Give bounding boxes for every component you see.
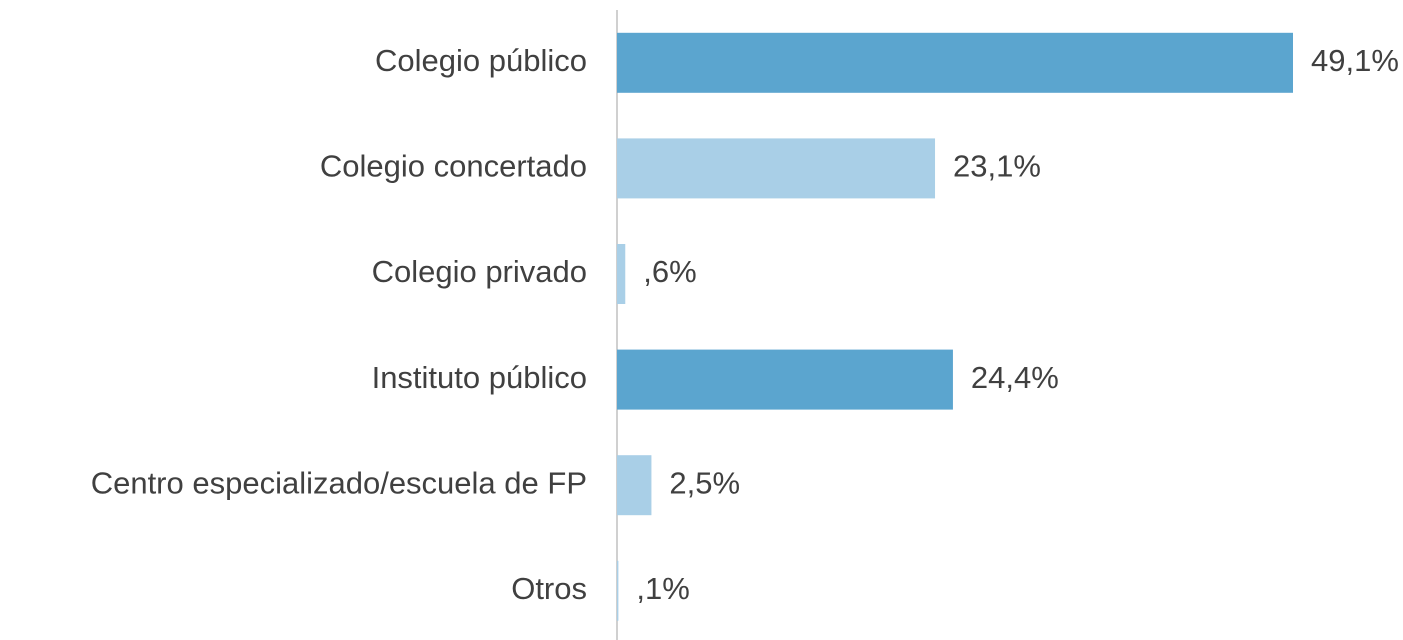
category-label: Colegio privado [372,254,587,289]
bar [617,138,936,199]
bar [617,455,652,516]
value-label: ,6% [643,254,696,289]
value-label: 23,1% [953,149,1041,184]
bar [617,32,1293,93]
value-label: 49,1% [1311,43,1399,78]
value-label: 24,4% [971,360,1059,395]
category-label: Colegio concertado [320,149,587,184]
bar [617,560,619,621]
category-label: Colegio público [375,43,587,78]
category-label: Otros [511,571,587,606]
value-label: 2,5% [669,465,740,500]
bar [617,244,626,304]
value-label: ,1% [636,571,689,606]
category-label: Instituto público [372,360,587,395]
category-label: Centro especializado/escuela de FP [91,465,587,500]
bar [617,349,953,410]
